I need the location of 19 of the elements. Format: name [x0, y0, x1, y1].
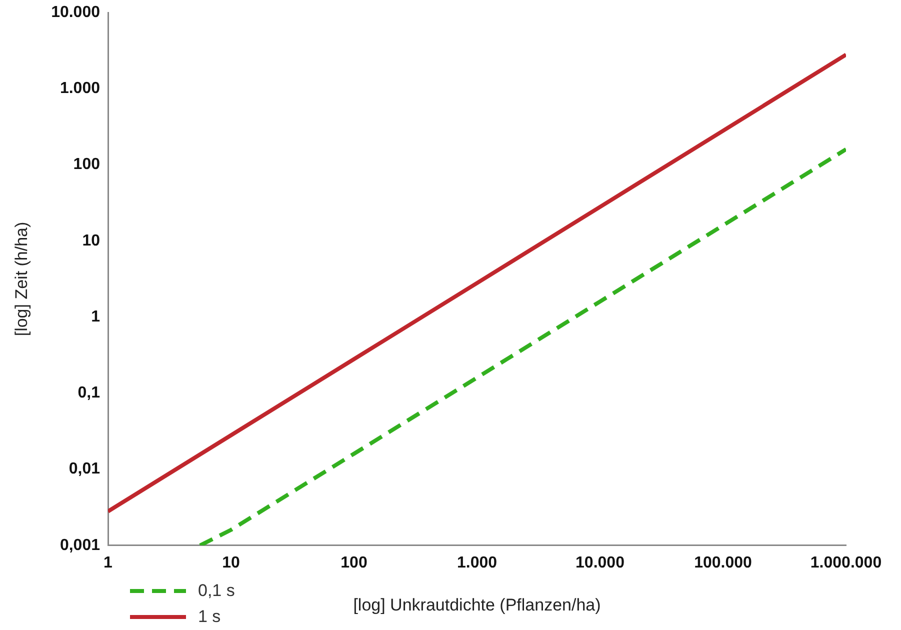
y-tick-label: 100	[73, 156, 100, 174]
y-tick-label: 1.000	[60, 80, 100, 98]
y-axis-title: [log] Zeit (h/ha)	[12, 222, 31, 336]
x-tick-label: 10.000	[576, 554, 625, 572]
x-tick-label: 100.000	[694, 554, 752, 572]
x-tick-label: 1.000.000	[810, 554, 882, 572]
x-tick-label: 1.000	[456, 554, 498, 572]
legend-label: 0,1 s	[198, 581, 235, 601]
x-tick-label: 100	[340, 554, 368, 572]
x-tick-label: 1	[104, 554, 113, 572]
y-tick-label: 10	[82, 232, 100, 250]
x-axis-title: [log] Unkrautdichte (Pflanzen/ha)	[353, 595, 601, 614]
y-tick-label: 10.000	[51, 4, 100, 22]
y-tick-label: 0,1	[78, 384, 100, 402]
x-tick-label: 10	[222, 554, 240, 572]
y-tick-label: 0,01	[68, 460, 100, 478]
legend-label: 1 s	[198, 607, 221, 627]
y-tick-label: 1	[91, 308, 100, 326]
y-tick-label: 0,001	[60, 536, 100, 554]
